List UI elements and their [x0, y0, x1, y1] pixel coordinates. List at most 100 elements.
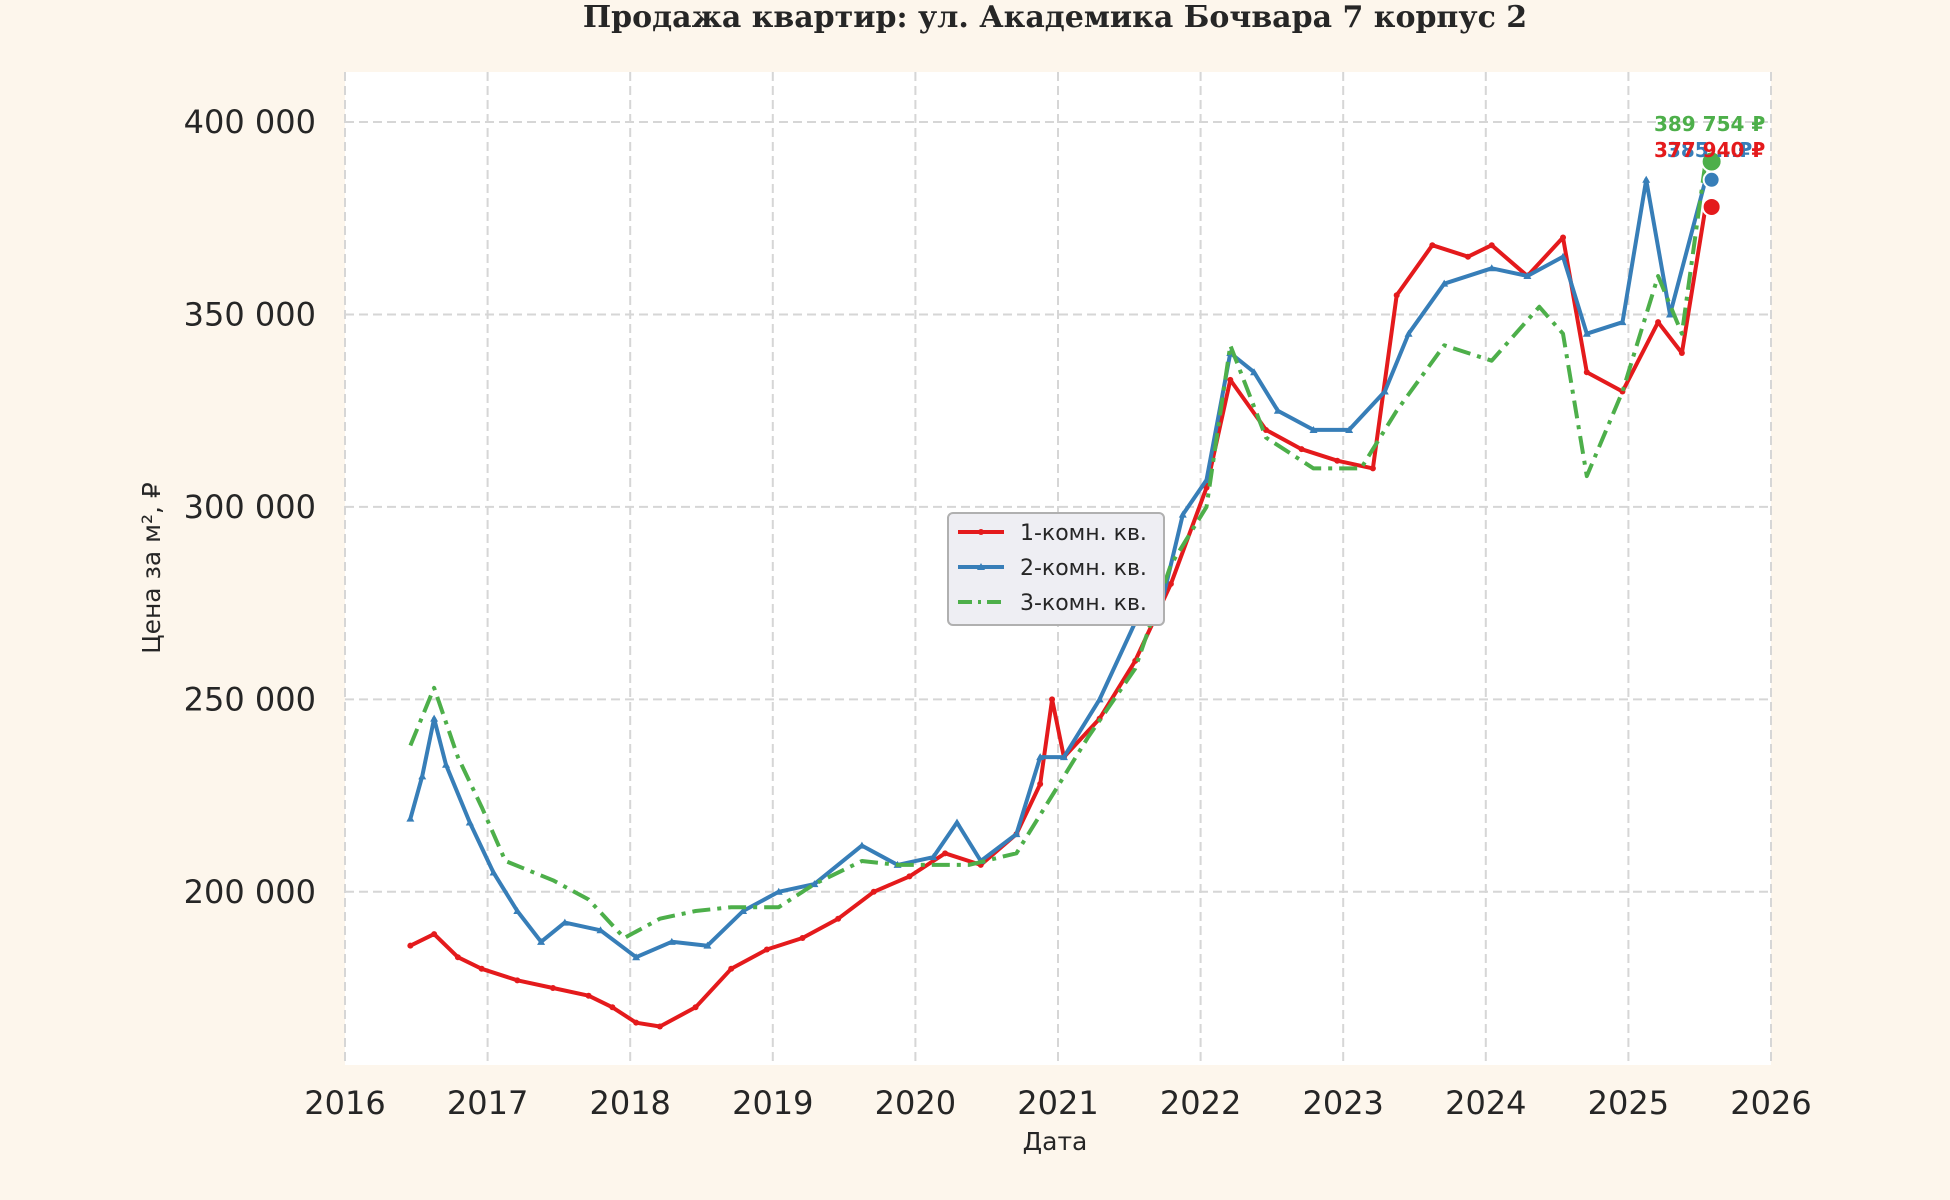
y-tick-label: 300 000 [184, 488, 316, 526]
y-tick-label: 350 000 [184, 295, 316, 333]
series-point [1523, 271, 1532, 279]
series-point [1393, 292, 1400, 299]
series-point [1583, 369, 1590, 376]
legend-marker [978, 529, 984, 535]
series-point [763, 946, 770, 953]
x-tick-label: 2021 [1017, 1084, 1098, 1122]
end-value-label-1: 389 754 ₽ [1654, 112, 1765, 136]
end-value-label-3: 377 940 ₽ [1654, 138, 1765, 162]
series-point [1678, 349, 1685, 356]
x-tick-label: 2019 [732, 1084, 813, 1122]
series-point [1178, 510, 1187, 518]
series-point [549, 985, 556, 992]
series-point [1345, 425, 1354, 433]
legend-label-1: 1-комн. кв. [1020, 521, 1147, 546]
series-point [585, 992, 592, 999]
series-point [1049, 696, 1056, 703]
series-point [1369, 465, 1376, 472]
y-axis-label: Цена за м², ₽ [137, 482, 166, 654]
series-point [609, 1004, 616, 1011]
series-point [1618, 318, 1627, 326]
series-point [1012, 830, 1021, 838]
series-point [633, 1019, 640, 1026]
series-point [1440, 279, 1449, 287]
series-point [1642, 175, 1651, 183]
series-point [560, 918, 569, 926]
series-point [1298, 446, 1305, 453]
end-value-label-2: 385 ...₽ [1667, 138, 1753, 162]
series-point [1582, 329, 1591, 337]
series-point [1380, 387, 1389, 395]
series-point [1429, 242, 1436, 249]
series-point [739, 907, 748, 915]
series-point [1464, 253, 1471, 260]
x-tick-label: 2023 [1302, 1084, 1383, 1122]
series-point [537, 937, 546, 945]
series-point [703, 941, 712, 949]
series-point [418, 772, 427, 780]
series-point [1095, 695, 1104, 703]
series-point [407, 942, 414, 949]
series-point [442, 760, 451, 768]
grid [344, 72, 1772, 1065]
x-tick-label: 2016 [304, 1084, 385, 1122]
series-point [728, 965, 735, 972]
series-point [1273, 406, 1282, 414]
series-point [906, 873, 913, 880]
series-point [596, 926, 605, 934]
series-point [1037, 781, 1044, 788]
series-point [952, 818, 961, 826]
series-point [835, 915, 842, 922]
x-axis-ticks: 2016 2017 2018 2019 2020 2021 2022 2023 2024 2025… [304, 1084, 1811, 1122]
series-point [656, 1023, 663, 1030]
legend-marker [977, 563, 985, 570]
series-point [774, 887, 783, 895]
series-point [1487, 264, 1496, 272]
y-tick-label: 400 000 [184, 103, 316, 141]
series-point [1404, 329, 1413, 337]
series-3-group [408, 161, 1708, 940]
legend-label-3: 3-комн. кв. [1020, 591, 1147, 616]
y-axis-ticks: 200 000 250 000 300 000 350 000 400 000 [184, 103, 316, 911]
series-point [1250, 368, 1259, 376]
series-point [632, 953, 641, 961]
x-tick-label: 2024 [1445, 1084, 1526, 1122]
end-marker-3 [1701, 196, 1722, 217]
series-point [929, 853, 938, 861]
series-point [489, 868, 498, 876]
series-point [692, 1004, 699, 1011]
x-tick-label: 2017 [447, 1084, 528, 1122]
series-point [406, 814, 415, 822]
series-point [431, 931, 438, 938]
series-point [430, 714, 439, 722]
x-tick-label: 2020 [875, 1084, 956, 1122]
series-point [1036, 753, 1045, 761]
y-tick-label: 250 000 [184, 680, 316, 718]
series-point [478, 965, 485, 972]
legend: 1-комн. кв. 2-комн. кв. 3-комн. кв. [947, 512, 1165, 626]
series-point [1488, 242, 1495, 249]
series-point [857, 841, 866, 849]
series-point [1334, 457, 1341, 464]
series-point [1559, 252, 1568, 260]
x-tick-label: 2022 [1160, 1084, 1241, 1122]
x-tick-label: 2026 [1730, 1084, 1811, 1122]
x-tick-label: 2025 [1588, 1084, 1669, 1122]
series-line-3 [408, 161, 1708, 940]
series-point [1665, 310, 1674, 318]
legend-box [947, 512, 1165, 626]
series-point [454, 954, 461, 961]
series-point [870, 888, 877, 895]
series-point [799, 934, 806, 941]
series-point [810, 880, 819, 888]
series-point [1309, 425, 1318, 433]
x-tick-label: 2018 [589, 1084, 670, 1122]
series-point [1227, 376, 1234, 383]
series-point [465, 818, 474, 826]
series-point [942, 850, 949, 857]
series-point [1560, 234, 1567, 241]
end-markers: 389 754 ₽385 ...₽377 940 ₽ [1654, 112, 1765, 217]
end-marker-2 [1702, 170, 1721, 189]
series-2-group [406, 175, 1710, 961]
